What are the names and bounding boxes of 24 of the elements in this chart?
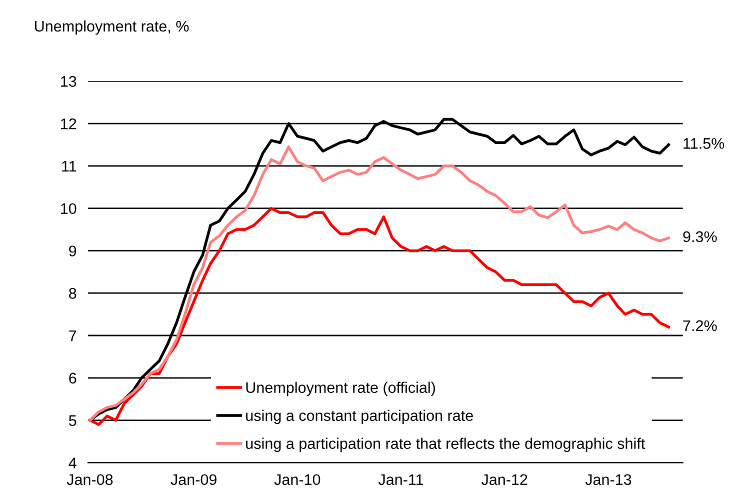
legend-label: using a constant participation rate bbox=[246, 410, 473, 424]
x-tick-label: Jan-08 bbox=[66, 474, 113, 486]
annotation: 9.3% bbox=[683, 231, 717, 242]
y-tick-label: 7 bbox=[69, 330, 76, 342]
annotation: 7.2% bbox=[683, 320, 717, 332]
legend-label: using a participation rate that reflects the demographic shift bbox=[246, 438, 646, 452]
line-series bbox=[88, 206, 670, 426]
x-tick-label: Jan-13 bbox=[585, 474, 632, 486]
y-tick-label: 11 bbox=[62, 160, 76, 172]
x-tick-label: Jan-10 bbox=[274, 474, 320, 486]
x-tick-label: Jan-12 bbox=[481, 474, 528, 486]
legend-label: Unemployment rate (official) bbox=[246, 382, 435, 396]
y-tick-label: 9 bbox=[69, 246, 76, 256]
y-tick-label: 5 bbox=[68, 415, 76, 426]
y-axis-title: Unemployment rate, % bbox=[35, 20, 189, 35]
y-tick-label: 10 bbox=[61, 203, 76, 214]
x-tick-label: Jan-11 bbox=[378, 474, 424, 486]
annotation: 11.5% bbox=[684, 138, 724, 149]
y-tick-label: 13 bbox=[61, 76, 76, 87]
y-tick-label: 4 bbox=[68, 458, 76, 468]
y-tick-label: 6 bbox=[69, 372, 76, 384]
y-tick-label: 8 bbox=[69, 288, 76, 299]
y-tick-label: 12 bbox=[61, 118, 76, 130]
x-tick-label: Jan-09 bbox=[170, 474, 216, 486]
